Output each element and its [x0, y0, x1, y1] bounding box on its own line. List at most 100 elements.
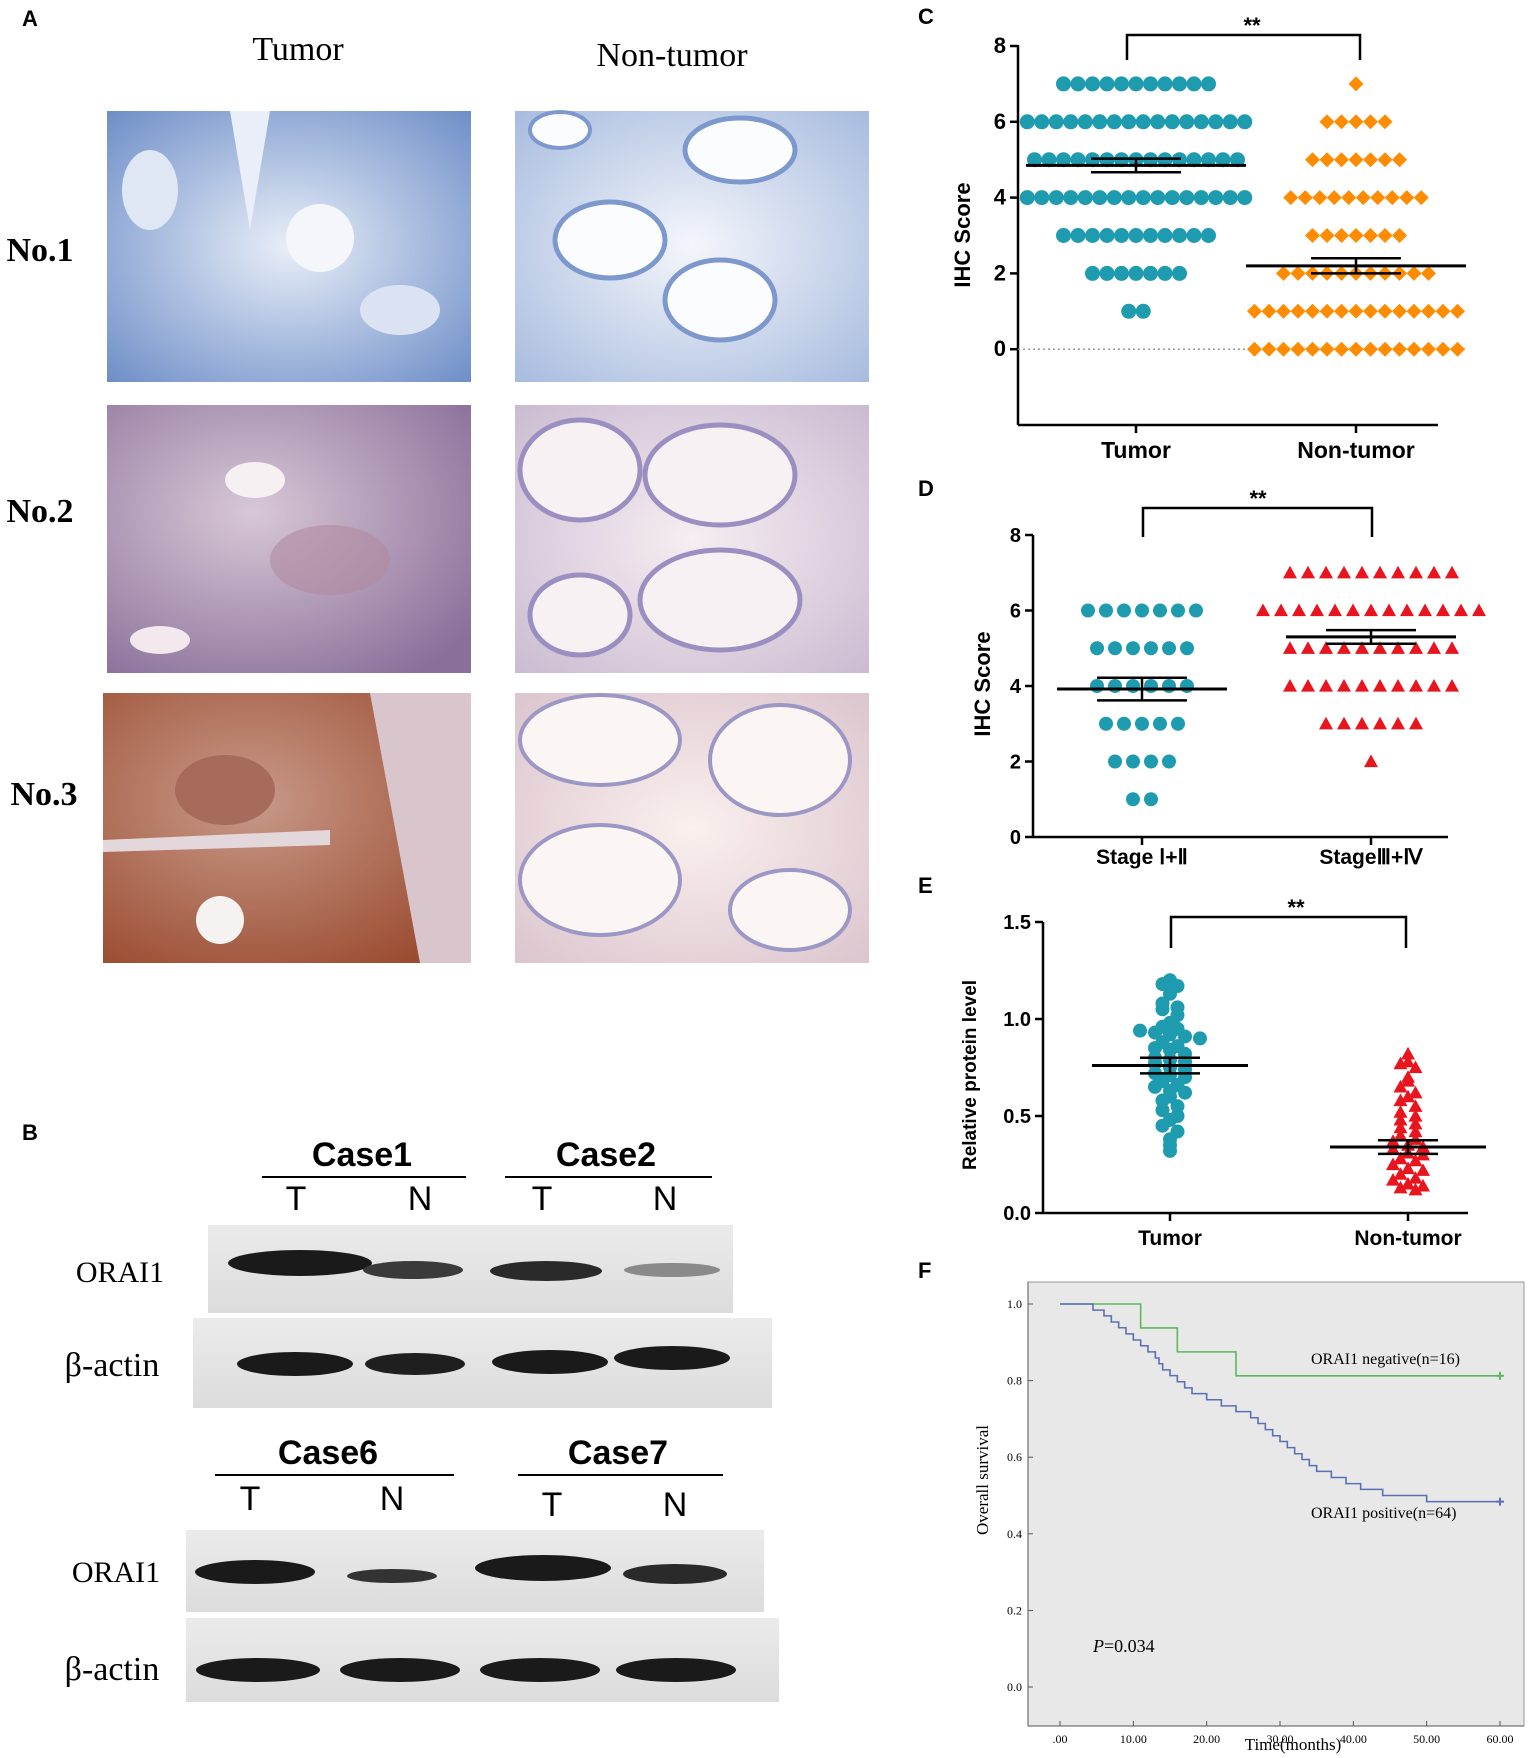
case2-label: Case2: [556, 1136, 656, 1174]
panel-d-signif-bracket: [1141, 506, 1374, 537]
d-point-1-48: [1409, 716, 1423, 730]
d-point-0-10: [1144, 641, 1158, 656]
d-point-1-21: [1454, 603, 1468, 617]
d-point-1-25: [1319, 641, 1333, 654]
e-point-1-8: [1401, 1161, 1415, 1174]
d-point-0-21: [1135, 716, 1149, 731]
d-point-1-14: [1328, 603, 1342, 617]
e-point-1-23: [1408, 1116, 1423, 1130]
d-point-1-5: [1373, 565, 1387, 579]
col-header-tumor: Tumor: [252, 31, 344, 68]
c-point-0-30: [1070, 152, 1086, 168]
d-ytick-label-1: 2: [1010, 752, 1021, 774]
e-point-1-11: [1408, 1153, 1423, 1167]
panel-c: C ** IHC Score 0 2 4 6 8 Tumor Non-tumor: [918, 4, 1468, 463]
panel-f-pvalue: P=0.034: [1092, 1636, 1155, 1656]
e-point-1-25: [1408, 1109, 1423, 1122]
c-point-1-68: [1421, 341, 1436, 357]
blot-bottom-orai1: [186, 1530, 764, 1612]
c-point-1-28: [1377, 228, 1393, 243]
c-point-1-63: [1348, 341, 1364, 357]
e-point-0-9: [1170, 1099, 1185, 1114]
c-point-1-12: [1392, 152, 1407, 168]
c-point-1-54: [1435, 303, 1451, 319]
c-point-1-70: [1450, 341, 1465, 357]
f-ytick-label-5: 1.0: [1007, 1297, 1022, 1311]
case6-label: Case6: [278, 1434, 378, 1472]
c-point-1-65: [1377, 341, 1393, 357]
e-point-1-9: [1416, 1163, 1430, 1176]
row-label-no1: No.1: [6, 232, 73, 269]
c-point-0-41: [1230, 152, 1245, 168]
d-point-0-12: [1180, 641, 1194, 656]
c-point-0-62: [1114, 228, 1129, 243]
d-point-1-28: [1373, 641, 1387, 654]
d-point-1-29: [1391, 641, 1405, 654]
d-point-1-38: [1373, 679, 1387, 692]
c-point-1-55: [1450, 303, 1465, 319]
c-point-0-2: [1085, 76, 1100, 92]
panel-e-signif: **: [1287, 895, 1305, 920]
c-point-0-47: [1092, 190, 1108, 206]
c-point-0-68: [1201, 228, 1216, 243]
e-point-1-10: [1393, 1151, 1408, 1165]
panel-d: D ** IHC Score 0 2 4 6 8 Stage Ⅰ+Ⅱ StageⅢ+Ⅳ: [918, 476, 1486, 869]
c-point-1-67: [1406, 341, 1422, 357]
c-point-0-5: [1128, 76, 1144, 92]
c-point-0-7: [1157, 76, 1173, 92]
f-ytick-label-4: 0.8: [1007, 1374, 1022, 1388]
c-point-1-3: [1348, 114, 1364, 130]
c-point-1-49: [1363, 303, 1378, 319]
c-point-1-6: [1305, 152, 1320, 168]
e-point-1-34: [1408, 1060, 1423, 1074]
c-ytick-label-3: 6: [994, 109, 1006, 134]
c-point-1-8: [1334, 152, 1349, 168]
e-ytick-label-1: 0.5: [1003, 1106, 1031, 1128]
d-ytick-label-0: 0: [1010, 827, 1021, 849]
c-point-1-5: [1377, 114, 1393, 130]
c-point-1-45: [1305, 303, 1320, 319]
c-point-1-24: [1319, 228, 1335, 243]
micrograph-no3-tumor: [103, 693, 471, 963]
c-point-0-72: [1128, 265, 1144, 281]
d-point-1-32: [1445, 641, 1459, 654]
c-point-1-59: [1290, 341, 1306, 357]
c-point-1-50: [1377, 303, 1393, 319]
c-point-1-39: [1406, 265, 1422, 281]
lane-top-1: T: [286, 1180, 307, 1218]
e-point-0-45: [1163, 973, 1177, 988]
d-ytick-label-3: 6: [1010, 601, 1021, 623]
e-point-1-36: [1401, 1046, 1415, 1060]
c-point-0-43: [1034, 190, 1050, 206]
d-point-0-25: [1126, 754, 1140, 769]
d-point-1-10: [1256, 603, 1270, 617]
c-point-1-41: [1247, 303, 1262, 319]
lane-bottom-1: T: [240, 1480, 261, 1518]
d-point-0-29: [1144, 792, 1158, 807]
c-point-0-22: [1179, 114, 1195, 130]
d-point-0-16: [1144, 679, 1158, 693]
panel-c-ylabel: IHC Score: [950, 182, 975, 287]
d-point-1-2: [1319, 565, 1333, 579]
d-point-0-1: [1099, 603, 1113, 618]
c-point-1-18: [1355, 190, 1371, 206]
c-point-1-40: [1421, 265, 1436, 281]
e-point-0-6: [1155, 1103, 1170, 1118]
c-point-0-25: [1222, 114, 1238, 130]
c-point-1-17: [1341, 190, 1357, 206]
c-point-0-26: [1237, 114, 1253, 130]
e-point-1-7: [1386, 1157, 1400, 1171]
d-point-1-45: [1355, 716, 1369, 730]
d-point-1-36: [1337, 679, 1351, 692]
c-point-1-51: [1392, 303, 1407, 319]
c-point-1-21: [1399, 190, 1415, 206]
lane-bottom-2: N: [380, 1480, 405, 1518]
e-point-0-29: [1170, 1039, 1185, 1054]
d-point-0-17: [1162, 679, 1176, 693]
lane-bottom-3: T: [542, 1486, 563, 1524]
lane-top-2: N: [408, 1180, 433, 1218]
c-point-0-4: [1114, 76, 1129, 92]
c-point-1-52: [1406, 303, 1422, 319]
case1-label: Case1: [312, 1136, 412, 1174]
d-point-0-4: [1153, 603, 1167, 618]
